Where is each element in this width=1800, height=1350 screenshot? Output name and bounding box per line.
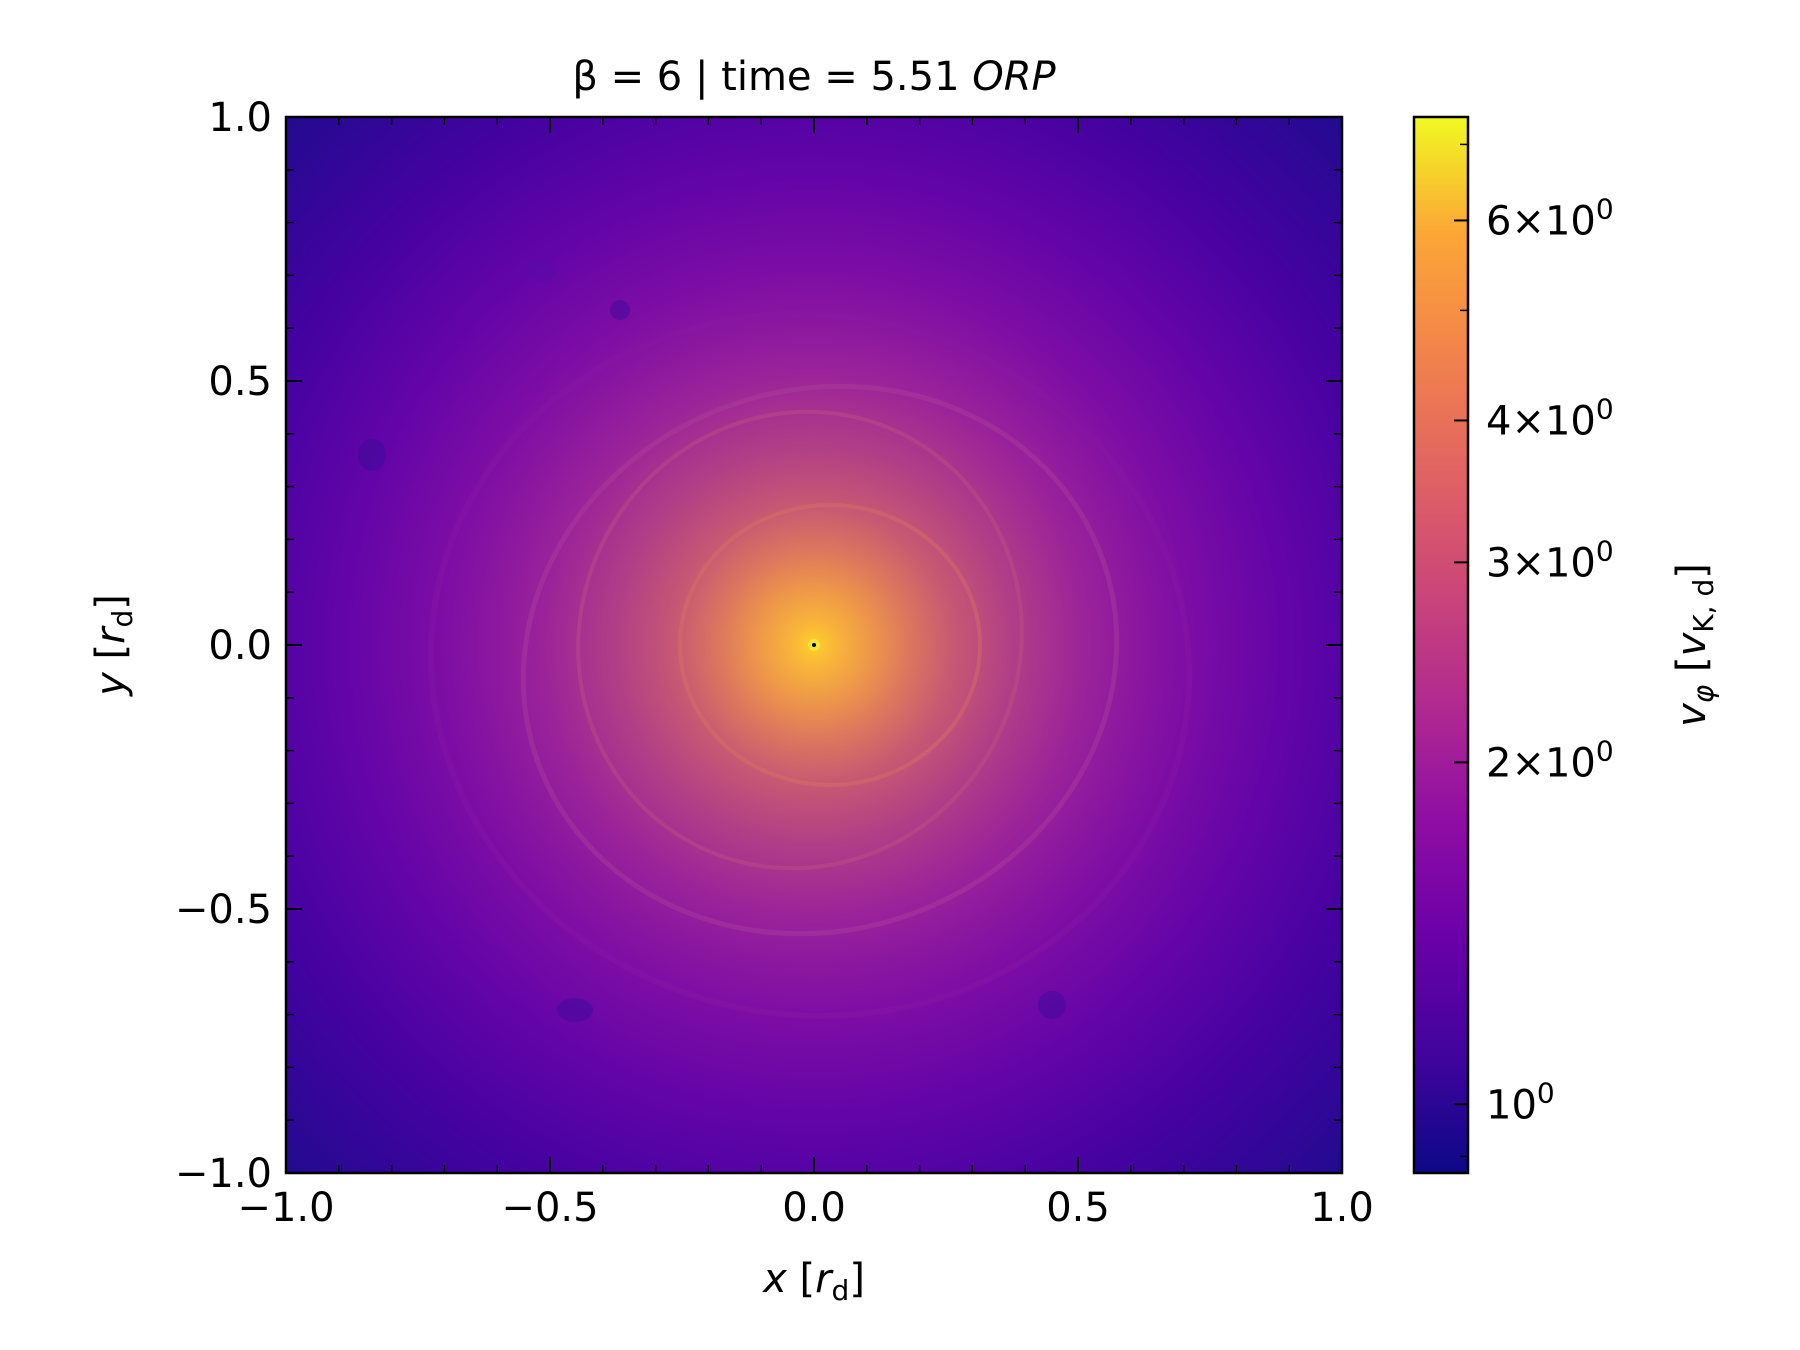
y-tick-label: −0.5 [175, 887, 272, 933]
colorbar-tick-label: 2×100 [1486, 734, 1614, 786]
y-tick-label: 0.5 [208, 359, 272, 405]
colorbar-tick-label: 3×100 [1486, 534, 1614, 586]
clumps [358, 258, 1066, 1022]
heatmap-field [286, 117, 1342, 1173]
y-tick-label: 1.0 [208, 95, 272, 141]
x-tick-label: −0.5 [501, 1185, 598, 1231]
colorbar-tick-label: 6×100 [1486, 192, 1614, 244]
colorbar-ticks [1454, 143, 1468, 1158]
colorbar-tick-labels: 100 2×100 3×100 4×100 6×100 [1486, 192, 1614, 1128]
chart-title: β = 6 | time = 5.51 ORP [572, 54, 1056, 100]
colorbar-tick-label: 100 [1486, 1076, 1555, 1128]
axis-ticks [285, 116, 1343, 1174]
colorbar-tick-label: 4×100 [1486, 392, 1614, 444]
spiral-arms [427, 311, 1193, 1019]
y-tick-label: 0.0 [208, 623, 272, 669]
tick-labels: −1.0 −0.5 0.0 0.5 1.0 −1.0 −0.5 0.0 0.5 1.0 [175, 95, 1374, 1231]
central-point [812, 643, 816, 647]
colorbar-label: vφ [vK, d] [1669, 563, 1720, 727]
x-axis-label: x [rd] [761, 1256, 865, 1307]
x-tick-label: −1.0 [237, 1185, 334, 1231]
x-tick-label: 0.5 [1046, 1185, 1110, 1231]
x-tick-label: 0.0 [782, 1185, 846, 1231]
y-tick-label: −1.0 [175, 1151, 272, 1197]
colorbar [1414, 117, 1468, 1173]
x-tick-label: 1.0 [1310, 1185, 1374, 1231]
y-axis-label: y [rd] [88, 594, 139, 697]
colorbar-frame [1412, 115, 1470, 1175]
